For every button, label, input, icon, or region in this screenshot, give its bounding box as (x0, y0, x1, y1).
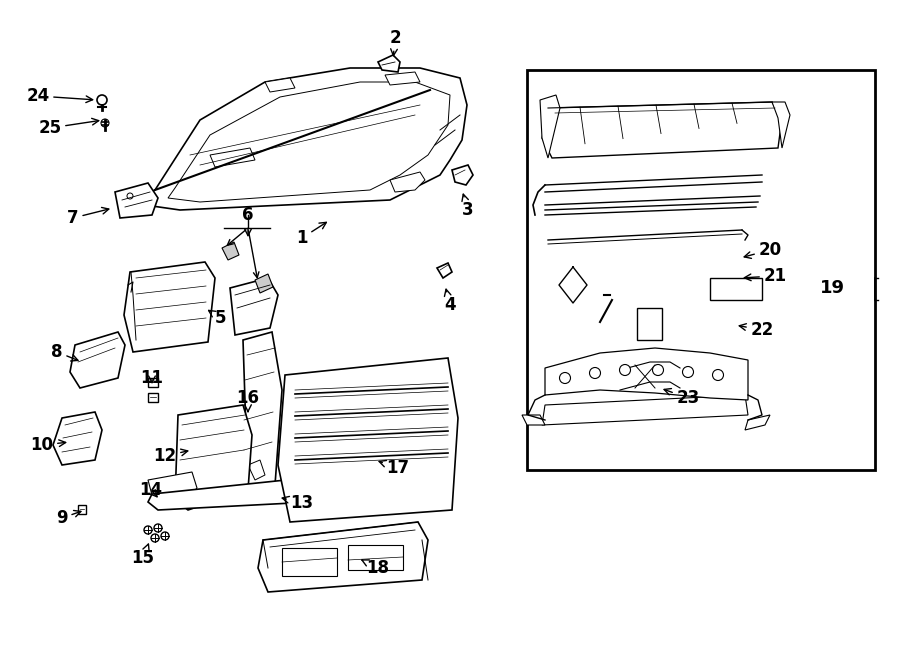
Polygon shape (243, 332, 282, 492)
Text: 24: 24 (26, 87, 93, 105)
Text: 18: 18 (362, 559, 390, 577)
Polygon shape (437, 263, 452, 278)
Text: 20: 20 (744, 241, 781, 259)
Polygon shape (385, 72, 420, 85)
Polygon shape (378, 55, 400, 72)
Text: 22: 22 (739, 321, 774, 339)
Bar (148, 393, 158, 402)
Circle shape (560, 373, 571, 383)
Circle shape (144, 526, 152, 534)
Circle shape (713, 369, 724, 381)
Polygon shape (258, 522, 428, 592)
Polygon shape (390, 172, 425, 192)
Text: 19: 19 (820, 279, 844, 297)
Polygon shape (772, 102, 790, 148)
Circle shape (151, 534, 159, 542)
Text: 7: 7 (68, 208, 109, 227)
Circle shape (154, 524, 162, 532)
Polygon shape (210, 148, 255, 167)
Bar (710, 278, 762, 300)
Text: 15: 15 (131, 544, 155, 567)
Text: 23: 23 (664, 389, 699, 407)
Polygon shape (542, 395, 748, 425)
Text: 3: 3 (462, 194, 473, 219)
Polygon shape (522, 415, 545, 425)
Polygon shape (222, 242, 239, 260)
Polygon shape (230, 278, 278, 335)
Text: 10: 10 (31, 436, 66, 454)
Text: 9: 9 (56, 509, 81, 527)
Text: 17: 17 (379, 459, 410, 477)
Bar (348, 545, 403, 570)
Circle shape (161, 532, 169, 540)
Text: 11: 11 (140, 369, 164, 387)
Text: 25: 25 (39, 118, 99, 137)
Circle shape (682, 366, 694, 377)
Bar (148, 378, 158, 387)
Polygon shape (148, 478, 318, 510)
Polygon shape (545, 348, 748, 400)
Polygon shape (745, 415, 770, 430)
Text: 5: 5 (209, 309, 226, 327)
Circle shape (619, 364, 631, 375)
Text: 16: 16 (237, 389, 259, 412)
Polygon shape (278, 358, 458, 522)
Polygon shape (115, 183, 158, 218)
Polygon shape (148, 472, 197, 498)
Polygon shape (124, 262, 215, 352)
Polygon shape (542, 102, 782, 158)
Bar (282, 548, 337, 576)
Text: 1: 1 (296, 222, 327, 247)
Polygon shape (53, 412, 102, 465)
Polygon shape (540, 95, 560, 158)
Circle shape (590, 368, 600, 379)
Text: 8: 8 (51, 343, 78, 361)
Polygon shape (248, 460, 265, 480)
Bar (78, 505, 86, 514)
Text: 14: 14 (140, 481, 163, 499)
Polygon shape (70, 332, 125, 388)
Bar (637, 308, 662, 340)
Polygon shape (255, 274, 273, 293)
Polygon shape (452, 165, 473, 185)
Text: 13: 13 (283, 494, 313, 512)
Text: 6: 6 (242, 206, 254, 236)
Polygon shape (175, 405, 252, 510)
Polygon shape (168, 82, 450, 202)
Polygon shape (265, 78, 295, 92)
Circle shape (652, 364, 663, 375)
Text: 4: 4 (445, 290, 455, 314)
Text: 2: 2 (389, 29, 400, 56)
Bar (527, 70, 875, 470)
Text: 21: 21 (744, 267, 787, 285)
Polygon shape (135, 68, 467, 210)
Text: 12: 12 (153, 447, 188, 465)
